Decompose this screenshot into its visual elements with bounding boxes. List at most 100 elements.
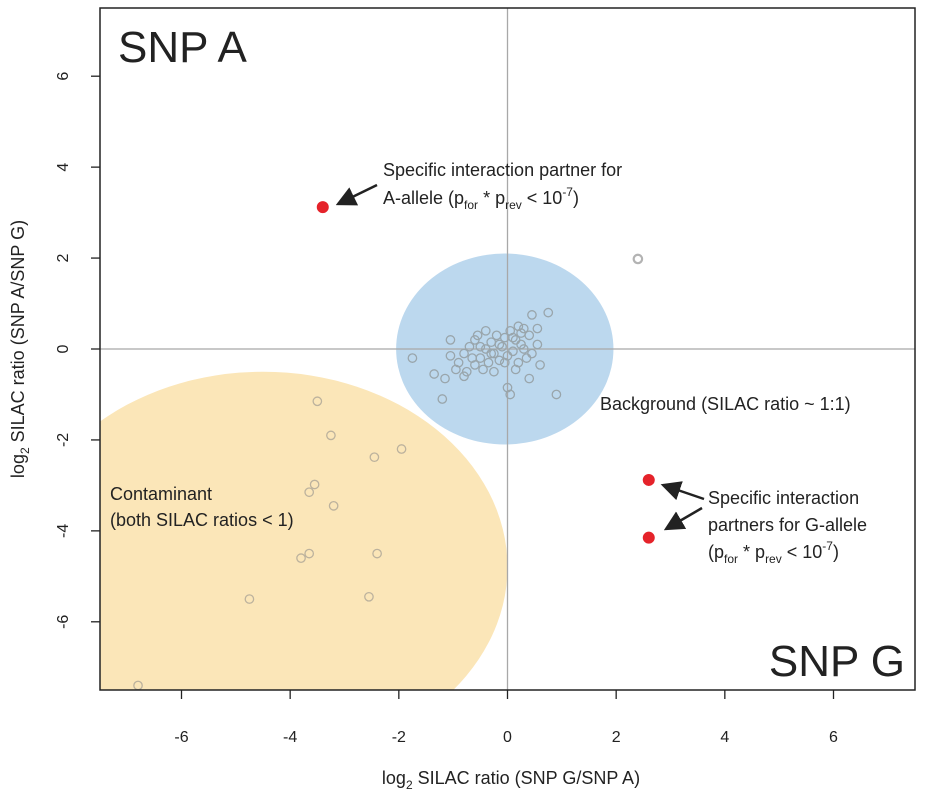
x-axis-title-prefix: log [382, 768, 406, 788]
annot-a-part4: < 10 [522, 188, 563, 208]
contaminant-point [296, 553, 306, 563]
contaminant-point [364, 591, 374, 602]
x-tick-label: 2 [612, 729, 621, 746]
x-axis-title-text: SILAC ratio (SNP G/SNP A) [413, 768, 640, 788]
y-axis-title: log2 SILAC ratio (SNP A/SNP G) [8, 220, 32, 478]
annotation-contaminant-line2: (both SILAC ratios < 1) [110, 510, 294, 530]
background-point [440, 373, 450, 384]
contaminant-point [304, 548, 315, 559]
background-point [429, 369, 439, 379]
points-group [133, 201, 655, 690]
annotation-g-line2: partners for G-allele [708, 515, 867, 535]
background-point [461, 366, 472, 377]
annotation-contaminant: Contaminant (both SILAC ratios < 1) [110, 484, 294, 530]
background-point [486, 348, 497, 359]
x-axis-ticks: -6 -4 -2 0 2 4 6 [174, 690, 838, 746]
background-point [551, 389, 562, 400]
significant-point [642, 531, 655, 544]
background-point [480, 325, 491, 336]
y-tick-label: -6 [55, 615, 72, 629]
background-point [497, 341, 507, 352]
background-point [467, 353, 478, 363]
annot-g-part6: ) [833, 542, 839, 562]
background-point [510, 364, 521, 375]
background-point [524, 373, 535, 384]
x-tick-label: -2 [392, 729, 406, 746]
background-point [524, 330, 535, 341]
annot-g-part0: (p [708, 542, 724, 562]
background-point [459, 348, 469, 359]
background-point [527, 348, 537, 359]
corner-label-snp-g: SNP G [769, 637, 905, 686]
y-tick-label: -4 [55, 524, 72, 538]
annotation-g-line1: Specific interaction [708, 488, 859, 508]
contaminant-point [309, 479, 320, 490]
plot-area [100, 8, 915, 690]
background-point [532, 323, 543, 334]
background-point [475, 341, 486, 352]
annotation-background: Background (SILAC ratio ~ 1:1) [600, 394, 851, 414]
contaminant-point [328, 501, 339, 511]
x-axis-title-sub: 2 [406, 778, 413, 792]
outlier-point [632, 253, 644, 265]
annotation-a-line2: A-allele (pfor * prev < 10-7) [383, 185, 579, 212]
background-point [527, 310, 537, 320]
contaminant-point [372, 548, 382, 559]
background-point [489, 366, 499, 377]
significant-point [316, 201, 329, 214]
annot-a-part3: rev [505, 198, 522, 212]
annot-a-part0: A-allele (p [383, 188, 464, 208]
background-point [470, 335, 480, 345]
contaminant-point [304, 487, 315, 498]
x-tick-label: -4 [283, 729, 297, 746]
y-tick-label: 0 [55, 344, 72, 353]
annotation-contaminant-line1: Contaminant [110, 484, 212, 504]
background-point [437, 394, 448, 404]
background-point [445, 350, 456, 361]
y-axis-title-text: SILAC ratio (SNP A/SNP G) [8, 220, 28, 447]
y-tick-label: 2 [55, 254, 72, 263]
contaminant-region [100, 371, 508, 690]
annot-g-part3: rev [765, 552, 782, 566]
annotation-g-line3: (pfor * prev < 10-7) [708, 539, 839, 566]
contaminant-point [326, 430, 336, 441]
annot-a-part6: ) [573, 188, 579, 208]
x-tick-label: 4 [720, 729, 729, 746]
annot-g-part4: < 10 [782, 542, 823, 562]
background-point [464, 341, 475, 352]
contaminant-point [396, 444, 407, 454]
annot-a-part5: -7 [562, 185, 573, 199]
contaminant-point [312, 396, 323, 407]
y-axis-title-prefix: log [8, 454, 28, 478]
background-point [478, 364, 488, 375]
annot-a-part1: for [464, 198, 478, 212]
background-point [499, 357, 510, 368]
background-point [543, 307, 554, 318]
y-tick-label: 6 [55, 72, 72, 81]
background-point [483, 357, 494, 368]
significant-point [642, 473, 655, 486]
annot-g-part2: * p [738, 542, 765, 562]
background-point [516, 339, 526, 350]
background-point [451, 364, 461, 375]
background-point [532, 339, 543, 350]
annotation-a-line1: Specific interaction partner for [383, 160, 622, 180]
annot-g-part1: for [724, 552, 738, 566]
background-point [508, 332, 518, 343]
x-axis-title: log2 SILAC ratio (SNP G/SNP A) [382, 768, 640, 792]
y-axis-title-sub: 2 [18, 447, 32, 454]
background-point [535, 360, 545, 370]
corner-label-snp-a: SNP A [118, 23, 247, 72]
arrow-a-allele [335, 183, 378, 206]
annotation-g-allele: Specific interaction partners for G-alle… [660, 481, 867, 566]
background-point [407, 353, 418, 363]
y-tick-label: 4 [55, 163, 72, 172]
arrow-g-allele-upper [660, 481, 705, 501]
background-point [518, 323, 529, 334]
contaminant-point [369, 452, 380, 463]
background-point [494, 339, 505, 350]
annot-g-part5: -7 [822, 539, 833, 553]
annot-a-part2: * p [478, 188, 505, 208]
annotation-a-allele: Specific interaction partner for A-allel… [335, 160, 622, 212]
